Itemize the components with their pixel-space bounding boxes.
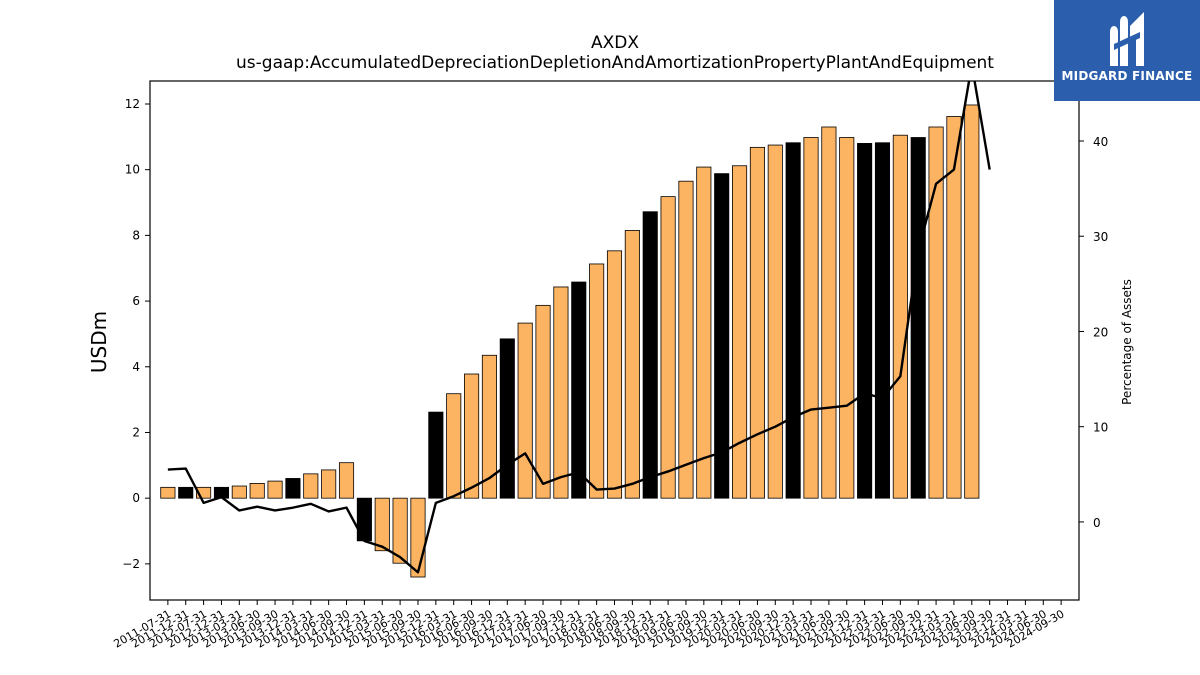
- y-tick-label: 2: [132, 425, 140, 439]
- y2-tick-label: 30: [1093, 230, 1108, 244]
- bar: [249, 482, 265, 499]
- bar: [732, 165, 748, 499]
- y2-tick-label: 20: [1093, 325, 1108, 339]
- bar: [267, 480, 283, 499]
- bar: [374, 497, 390, 552]
- y2-tick-label: 40: [1093, 135, 1108, 149]
- y-axis-label: USDm: [87, 311, 111, 373]
- midgard-finance-logo: MIDGARD FINANCE: [1054, 0, 1200, 101]
- y2-axis-label: Percentage of Assets: [1120, 279, 1134, 405]
- y-tick-label: 8: [132, 228, 140, 242]
- bar: [178, 486, 194, 499]
- bar: [642, 211, 658, 499]
- bar: [660, 196, 676, 499]
- bar: [571, 281, 587, 499]
- bar: [749, 146, 765, 499]
- y-tick-label: 10: [125, 163, 140, 177]
- chart-title: AXDX: [591, 33, 639, 53]
- bar: [910, 137, 926, 499]
- bar: [857, 143, 873, 499]
- bar: [696, 166, 712, 499]
- y2-tick-label: 0: [1093, 516, 1101, 530]
- chart-subtitle: us-gaap:AccumulatedDepreciationDepletion…: [236, 53, 994, 73]
- bar: [285, 478, 301, 499]
- bar: [553, 286, 569, 499]
- y2-tick-label: 10: [1093, 421, 1108, 435]
- bar: [160, 486, 176, 499]
- bar: [839, 137, 855, 499]
- y-tick-label: −2: [122, 557, 140, 571]
- bar: [589, 263, 605, 499]
- bar: [428, 411, 444, 499]
- y-tick-label: 6: [132, 294, 140, 308]
- logo-mark-icon: [1110, 12, 1144, 66]
- bar: [606, 250, 623, 499]
- bar: [821, 126, 837, 499]
- y-tick-label: 4: [132, 360, 140, 374]
- bar: [874, 142, 891, 499]
- bar: [964, 104, 980, 499]
- plot-frame: [149, 80, 1080, 601]
- bar: [196, 486, 212, 499]
- bar: [946, 116, 962, 499]
- bar: [535, 304, 551, 499]
- bar: [678, 180, 694, 499]
- bar: [928, 126, 944, 499]
- logo-text: MIDGARD FINANCE: [1061, 69, 1193, 83]
- y-tick-label: 0: [132, 491, 140, 505]
- bar: [303, 473, 319, 499]
- bar: [892, 134, 908, 499]
- bar: [517, 322, 533, 499]
- bar: [767, 144, 783, 499]
- y-tick-label: 12: [125, 97, 140, 111]
- bar: [499, 338, 515, 499]
- bar: [803, 137, 819, 499]
- bar: [410, 497, 426, 578]
- bar: [785, 142, 801, 499]
- bar: [714, 173, 730, 499]
- bar: [231, 485, 247, 499]
- line-series: [167, 81, 991, 574]
- bar: [338, 462, 355, 499]
- bar: [392, 497, 408, 564]
- bar: [321, 469, 337, 499]
- bar: [446, 393, 462, 499]
- bar: [356, 497, 372, 542]
- bar: [464, 373, 480, 499]
- bar: [481, 354, 497, 499]
- bar: [624, 230, 640, 499]
